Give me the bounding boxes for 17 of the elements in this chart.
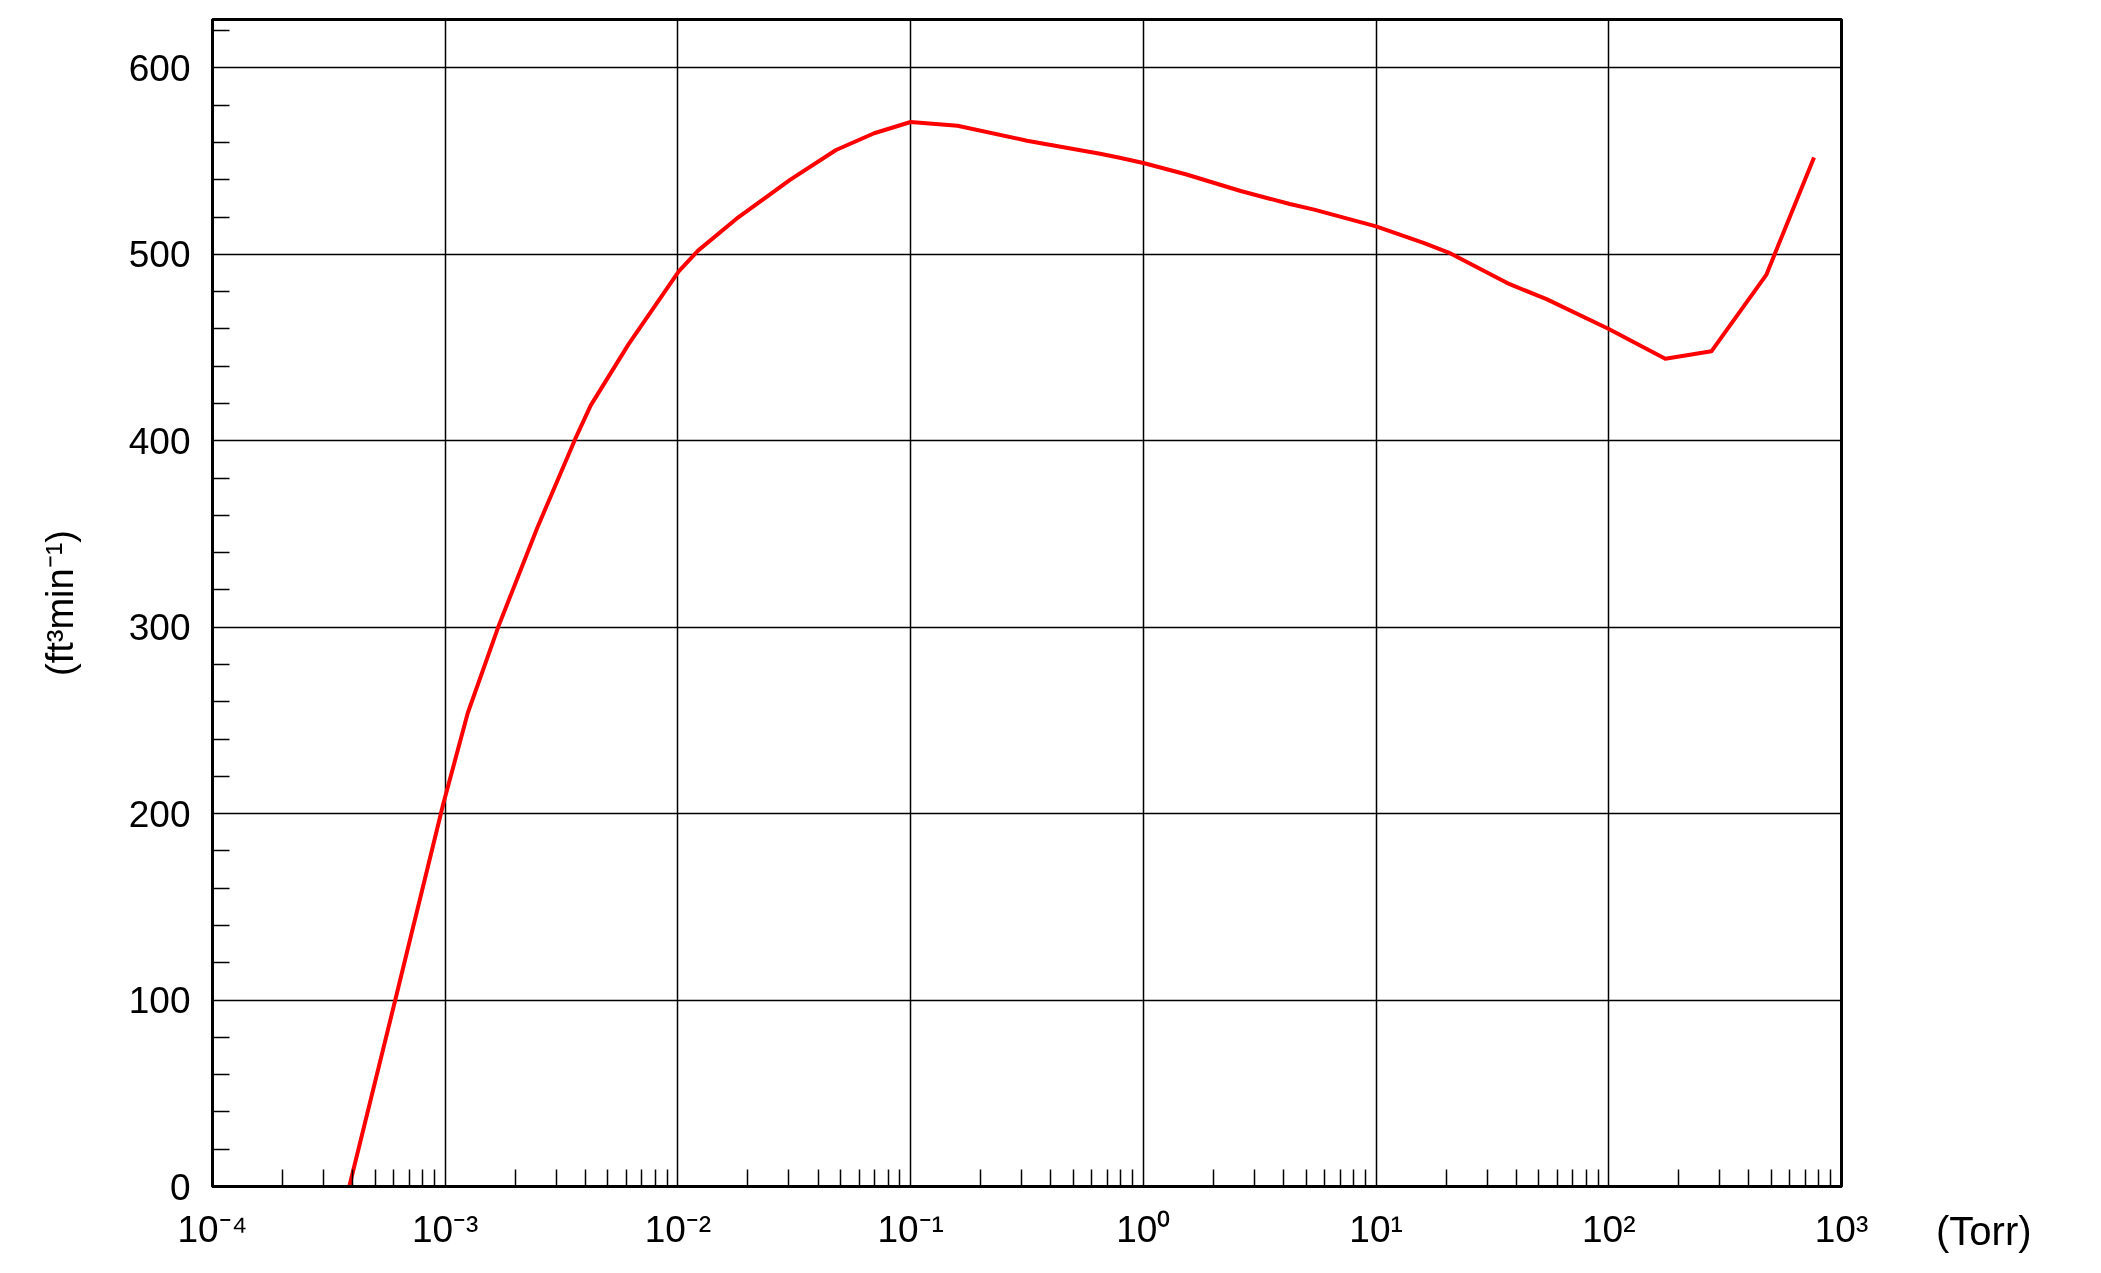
y-axis-title: (ft³min⁻¹) [38, 530, 81, 676]
x-tick-label: 10⁻¹ [877, 1208, 944, 1250]
x-tick-label: 10⁻² [644, 1208, 712, 1250]
x-tick-label: 10⁰ [1116, 1208, 1171, 1250]
x-axis-title: (Torr) [1936, 1208, 2032, 1255]
y-tick-label: 600 [128, 47, 191, 89]
x-tick-label: 10³ [1814, 1208, 1869, 1250]
y-tick-label: 100 [128, 980, 191, 1022]
x-tick-label: 10² [1582, 1208, 1636, 1250]
y-tick-label: 0 [169, 1166, 191, 1208]
y-tick-label: 300 [128, 607, 191, 649]
x-tick-label: 10¹ [1349, 1208, 1403, 1250]
x-tick-label: 10⁻³ [411, 1208, 479, 1250]
y-tick-label: 500 [128, 234, 191, 276]
y-tick-label: 400 [128, 420, 191, 462]
y-tick-label: 200 [128, 793, 191, 835]
x-tick-label: 10⁻⁴ [177, 1208, 248, 1250]
